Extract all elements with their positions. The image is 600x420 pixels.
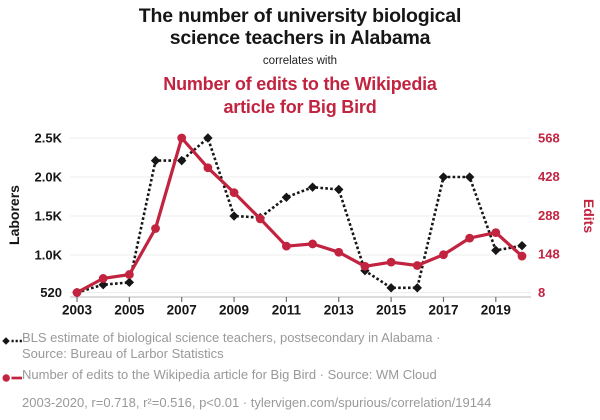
edits-data-point (386, 257, 396, 267)
chart-title-line-1: The number of university biological (138, 5, 462, 27)
teachers-data-point (386, 283, 396, 293)
legend-edits-text: Number of edits to the Wikipedia article… (22, 367, 596, 383)
edits-data-point (491, 228, 501, 238)
teachers-data-point (203, 133, 213, 143)
legend-teachers-text: BLS estimate of biological science teach… (22, 330, 596, 361)
teachers-data-point (177, 155, 187, 166)
chart-title: The number of university biological scie… (0, 5, 600, 49)
x-tick-label: 2007 (167, 303, 197, 318)
left-axis-tick-label: 2.0K (35, 170, 63, 185)
left-axis-tick-label: 1.5K (35, 209, 63, 224)
teachers-data-point (150, 155, 161, 166)
x-tick-label: 2009 (219, 303, 249, 318)
teachers-data-point (491, 245, 501, 256)
x-tick-label: 2013 (324, 303, 355, 318)
x-tick-label: 2003 (62, 303, 93, 318)
diamond-dashed-line-icon (2, 334, 22, 350)
edits-data-point (308, 239, 317, 249)
edits-data-point (72, 288, 82, 297)
chart-title-line-2: science teachers in Alabama (169, 27, 431, 49)
edits-data-point (439, 250, 448, 260)
teachers-data-point (124, 277, 135, 288)
x-tick-label: 2017 (428, 303, 458, 318)
series-line-edits (76, 136, 524, 294)
teachers-data-point (438, 172, 449, 182)
edits-data-point (255, 214, 265, 224)
teachers-data-point (334, 184, 344, 195)
chart-subtitle-line-2: article for Big Bird (223, 96, 377, 117)
edits-data-point (203, 163, 213, 173)
circle-solid-line-icon (2, 371, 22, 387)
teachers-data-point (517, 240, 527, 251)
legend-row-stats: 2003-2020, r=0.718, r²=0.516, p<0.01 · t… (2, 395, 596, 415)
chart-subtitle-line-1: Number of edits to the Wikipedia (163, 74, 437, 94)
teachers-data-point (281, 192, 292, 203)
edits-data-point (334, 247, 344, 257)
right-axis-tick-label: 148 (538, 246, 560, 261)
edits-data-point (360, 261, 370, 271)
right-axis-tick-label: 8 (538, 285, 545, 300)
edits-data-point (151, 224, 160, 233)
edits-data-point (229, 188, 239, 198)
legend-stats-text: 2003-2020, r=0.718, r²=0.516, p<0.01 · t… (22, 395, 596, 411)
right-axis-tick-label: 288 (538, 208, 560, 223)
chart-legend: BLS estimate of biological science teach… (2, 330, 596, 414)
legend-spacer (2, 399, 22, 415)
left-axis-tick-label: 2.5K (35, 131, 63, 146)
x-tick-label: 2011 (272, 303, 302, 318)
right-axis-tick-label: 568 (538, 131, 560, 146)
teachers-data-point (307, 182, 318, 192)
right-axis-title: Edits (581, 198, 597, 234)
chart-header: The number of university biological scie… (0, 5, 600, 118)
edits-data-point (412, 261, 422, 270)
teachers-data-point (229, 211, 239, 221)
series-line-teachers (76, 136, 523, 294)
chart-subtitle: Number of edits to the Wikipedia article… (0, 73, 600, 118)
x-tick-label: 2019 (481, 303, 511, 318)
teachers-data-point (412, 283, 422, 293)
left-axis-tick-label: 1.0K (35, 248, 63, 263)
edits-data-point (177, 133, 187, 143)
x-tick-label: 2015 (376, 303, 407, 318)
x-tick-label: 2005 (114, 303, 145, 318)
left-axis-tick-label: 520 (40, 285, 62, 300)
teachers-data-point (464, 172, 475, 182)
edits-data-point (517, 251, 527, 261)
legend-edits-line-1: Number of edits to the Wikipedia article… (22, 367, 437, 382)
legend-row-edits: Number of edits to the Wikipedia article… (2, 367, 596, 387)
edits-data-point (282, 241, 291, 251)
legend-stats-line: 2003-2020, r=0.718, r²=0.516, p<0.01 · t… (22, 394, 492, 410)
legend-teachers-line-1: BLS estimate of biological science teach… (22, 330, 441, 345)
legend-teachers-line-2: Source: Bureau of Larbor Statistics (22, 345, 224, 361)
legend-row-teachers: BLS estimate of biological science teach… (2, 330, 596, 361)
teachers-data-point (98, 279, 108, 290)
edits-data-point (124, 270, 134, 279)
right-axis-tick-label: 428 (538, 169, 560, 184)
edits-data-point (98, 274, 108, 283)
left-axis-title: Laborers (6, 185, 22, 245)
edits-data-point (465, 233, 475, 243)
correlates-with-label: correlates with (262, 55, 338, 67)
